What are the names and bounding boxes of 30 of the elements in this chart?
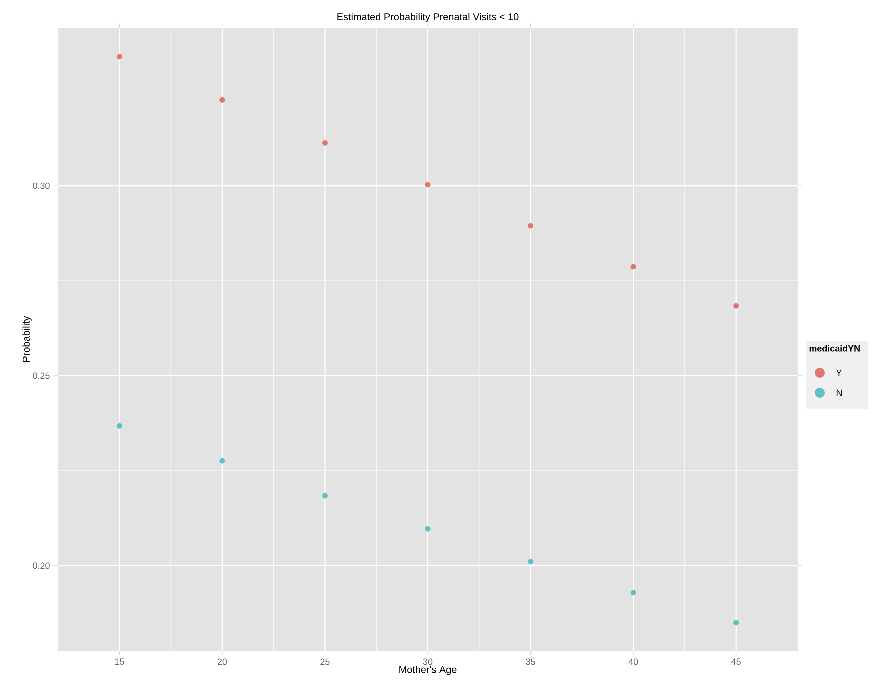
y-tick-label: 0.20 (33, 562, 50, 570)
point (116, 423, 122, 429)
legend-label: N (836, 390, 842, 396)
point (220, 458, 226, 464)
point (116, 54, 122, 60)
point (425, 526, 431, 532)
point (220, 97, 226, 103)
chart-title: Estimated Probability Prenatal Visits < 10 (338, 13, 519, 22)
point (630, 264, 636, 270)
point (734, 303, 740, 309)
legend-title: medicaidYN (810, 345, 860, 352)
x-tick-label: 25 (320, 658, 330, 666)
x-tick-label: 20 (218, 658, 228, 666)
point (322, 493, 328, 499)
point (528, 558, 534, 565)
x-tick-label: 45 (732, 658, 741, 666)
x-tick-label: 30 (423, 658, 433, 666)
legend-label: Y (836, 370, 842, 376)
y-tick-label: 0.30 (33, 182, 50, 190)
x-tick-label: 35 (526, 658, 536, 666)
x-tick-label: 15 (115, 658, 124, 666)
point (630, 590, 636, 596)
x-axis-title: Mother's Age (400, 666, 457, 676)
y-tick-label: 0.25 (33, 372, 50, 380)
point (734, 620, 740, 626)
point (425, 182, 431, 188)
x-tick-label: 40 (628, 658, 638, 666)
point (528, 223, 534, 229)
y-axis-title: Probability (22, 316, 32, 362)
point (322, 140, 328, 146)
